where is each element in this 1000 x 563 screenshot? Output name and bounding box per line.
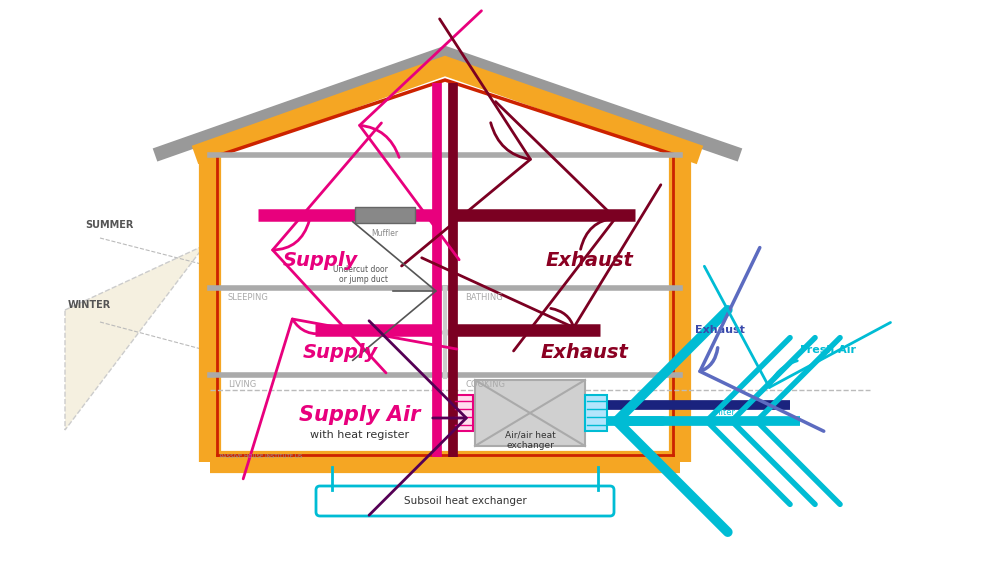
Text: Exhaust: Exhaust (546, 251, 634, 270)
FancyBboxPatch shape (316, 486, 614, 516)
Text: PASSIVE HOUSE INSTITUTE US: PASSIVE HOUSE INSTITUTE US (220, 454, 302, 459)
Bar (355, 207, 415, 223)
Text: BATHING: BATHING (465, 293, 503, 302)
Text: COOKING: COOKING (465, 380, 505, 389)
Bar (453, 395, 473, 431)
Text: Fresh Air: Fresh Air (800, 345, 856, 355)
Text: Exhaust: Exhaust (695, 325, 745, 335)
Text: WINTER: WINTER (68, 300, 111, 310)
Text: Filter: Filter (714, 408, 736, 417)
Bar (585, 395, 607, 431)
Text: Air/air heat
exchanger: Air/air heat exchanger (505, 431, 555, 450)
Text: Supply: Supply (302, 342, 378, 361)
Text: with heat register: with heat register (310, 430, 410, 440)
Text: LIVING: LIVING (228, 380, 256, 389)
Bar (475, 380, 585, 446)
Text: Undercut door
or jump duct: Undercut door or jump duct (333, 265, 388, 284)
Text: SLEEPING: SLEEPING (228, 293, 269, 302)
Polygon shape (65, 245, 205, 430)
Text: Supply Air: Supply Air (299, 405, 421, 425)
Text: Muffler: Muffler (371, 229, 399, 238)
Bar (217, 155, 673, 462)
Text: Exhaust: Exhaust (541, 342, 629, 361)
Text: Supply: Supply (282, 251, 358, 270)
Text: SUMMER: SUMMER (85, 220, 133, 230)
Text: Subsoil heat exchanger: Subsoil heat exchanger (404, 496, 526, 506)
